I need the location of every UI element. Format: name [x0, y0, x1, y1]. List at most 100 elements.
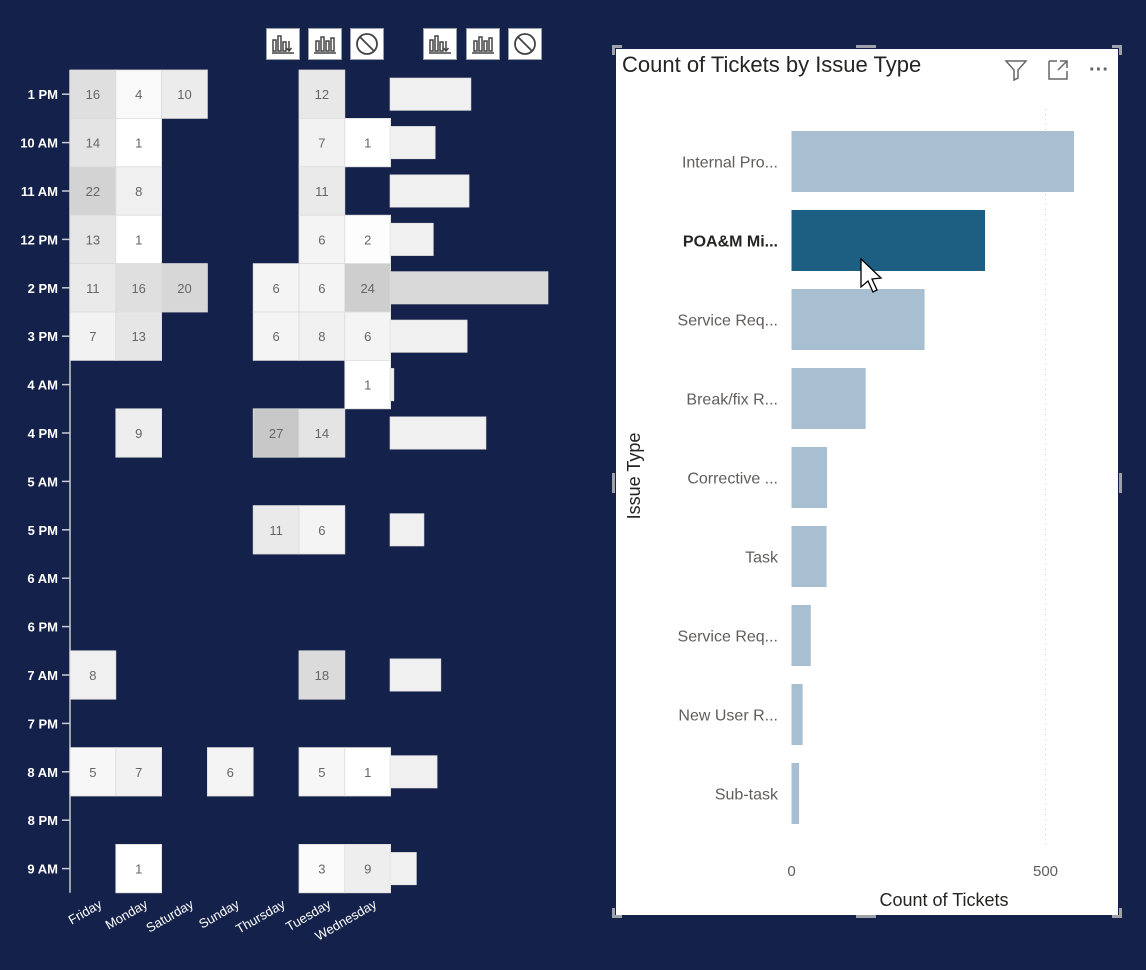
resize-handle-top-right[interactable]	[1112, 45, 1122, 48]
filter-button[interactable]	[1003, 57, 1029, 83]
resize-handle-bottom[interactable]	[856, 915, 876, 918]
heatmap-cell[interactable]	[252, 311, 300, 361]
category-label: New User R...	[678, 708, 778, 725]
resize-handle-right[interactable]	[1119, 473, 1122, 493]
row-total-bar[interactable]	[389, 852, 417, 886]
heatmap-cell[interactable]	[344, 311, 391, 361]
cell-value-label: 14	[86, 136, 100, 151]
y-tick-label: 3 PM	[28, 329, 58, 344]
heatmap-cell[interactable]	[344, 118, 391, 168]
row-total-bar[interactable]	[389, 658, 442, 692]
bar[interactable]	[791, 605, 811, 666]
cell-value-label: 6	[364, 329, 371, 344]
cell-value-label: 8	[135, 184, 142, 199]
resize-handle-top[interactable]	[856, 45, 876, 48]
heatmap-cell[interactable]	[69, 69, 117, 119]
heatmap-cell[interactable]	[298, 118, 346, 168]
heatmap-cell[interactable]	[115, 214, 163, 264]
resize-handle-top-right-v[interactable]	[1119, 45, 1122, 55]
row-total-bar[interactable]	[389, 77, 472, 111]
heatmap-cell[interactable]	[298, 408, 346, 458]
bar[interactable]	[791, 210, 986, 271]
cell-value-label: 16	[131, 281, 145, 296]
heatmap-cell[interactable]	[69, 166, 117, 216]
heatmap-cell[interactable]	[298, 214, 346, 264]
heatmap-cell[interactable]	[298, 263, 346, 313]
clear-icon	[356, 33, 378, 55]
cell-value-label: 13	[131, 329, 145, 344]
row-total-bar[interactable]	[389, 755, 438, 789]
bar[interactable]	[791, 684, 803, 745]
row-total-bar[interactable]	[389, 271, 549, 305]
drill-down-button-1[interactable]	[266, 28, 300, 60]
bar[interactable]	[791, 131, 1074, 192]
bar-chart-card[interactable]: 0 500 Internal Pro... POA&M Mi... Service Re…	[616, 49, 1118, 915]
resize-handle-top-left-v[interactable]	[612, 45, 615, 55]
heatmap-cell[interactable]	[298, 311, 346, 361]
heatmap-cell[interactable]	[344, 214, 391, 264]
bar[interactable]	[791, 368, 866, 429]
row-total-bar[interactable]	[389, 222, 434, 256]
category-label: POA&M Mi...	[683, 234, 778, 251]
heatmap-cell[interactable]	[115, 408, 163, 458]
resize-handle-top-left[interactable]	[612, 45, 622, 48]
row-total-bar[interactable]	[389, 368, 395, 402]
y-tick-label: 10 AM	[20, 136, 58, 151]
heatmap-cell[interactable]	[344, 263, 391, 313]
cell-value-label: 6	[272, 281, 279, 296]
heatmap-cell[interactable]	[69, 747, 117, 797]
heatmap-cell[interactable]	[298, 505, 346, 555]
row-total-bar[interactable]	[389, 416, 487, 450]
resize-handle-left[interactable]	[612, 473, 615, 493]
row-total-bar[interactable]	[389, 126, 436, 160]
heatmap-cell[interactable]	[115, 747, 163, 797]
row-total-bar[interactable]	[389, 174, 470, 208]
expand-hierarchy-button-2[interactable]	[466, 28, 500, 60]
heatmap-cell[interactable]	[252, 408, 300, 458]
clear-button-2[interactable]	[508, 28, 542, 60]
y-tick-label: 8 PM	[28, 813, 58, 828]
heatmap-cell[interactable]	[344, 844, 391, 894]
heatmap-cell[interactable]	[298, 747, 346, 797]
heatmap-cell[interactable]	[298, 166, 346, 216]
bar[interactable]	[791, 447, 828, 508]
heatmap-cell[interactable]	[252, 263, 300, 313]
heatmap-cell[interactable]	[115, 263, 163, 313]
y-tick-label: 11 AM	[21, 184, 58, 199]
drill-down-button-2[interactable]	[423, 28, 457, 60]
heatmap-cell[interactable]	[115, 844, 163, 894]
row-total-bar[interactable]	[389, 513, 425, 547]
heatmap-cell[interactable]	[115, 311, 163, 361]
resize-handle-bottom-right-v[interactable]	[1119, 908, 1122, 918]
heatmap-cell[interactable]	[298, 650, 346, 700]
cell-value-label: 10	[177, 87, 191, 102]
resize-handle-bottom-right[interactable]	[1112, 915, 1122, 918]
focus-mode-button[interactable]	[1045, 57, 1071, 83]
heatmap-cell[interactable]	[115, 69, 163, 119]
more-options-button[interactable]: ···	[1089, 58, 1109, 81]
heatmap-cell[interactable]	[344, 747, 391, 797]
heatmap-cell[interactable]	[161, 69, 208, 119]
resize-handle-bottom-left-v[interactable]	[612, 908, 615, 918]
heatmap-cell[interactable]	[161, 263, 208, 313]
cell-value-label: 2	[364, 232, 371, 247]
heatmap-cell[interactable]	[69, 650, 117, 700]
heatmap-cell[interactable]	[252, 505, 300, 555]
heatmap-cell[interactable]	[69, 311, 117, 361]
heatmap-cell[interactable]	[298, 69, 346, 119]
heatmap-cell[interactable]	[344, 359, 391, 410]
y-tick-label: 5 PM	[28, 523, 58, 538]
row-total-bar[interactable]	[389, 319, 468, 353]
expand-hierarchy-button-1[interactable]	[308, 28, 342, 60]
resize-handle-bottom-left[interactable]	[612, 915, 622, 918]
bar[interactable]	[791, 526, 827, 587]
clear-button-1[interactable]	[350, 28, 384, 60]
heatmap-cell[interactable]	[69, 118, 117, 168]
x-tick-label: Saturday	[143, 896, 196, 935]
heatmap-cell[interactable]	[115, 118, 163, 168]
y-tick-label: 12 PM	[20, 232, 58, 247]
bar[interactable]	[791, 289, 925, 350]
bar[interactable]	[791, 763, 800, 824]
heatmap-cell[interactable]	[298, 844, 346, 894]
heatmap-cell[interactable]	[206, 747, 254, 797]
